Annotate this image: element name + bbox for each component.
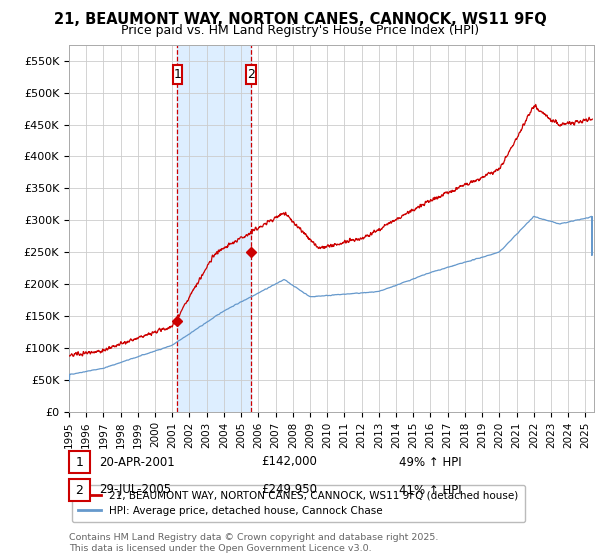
Text: £142,000: £142,000 (261, 455, 317, 469)
Text: Contains HM Land Registry data © Crown copyright and database right 2025.
This d: Contains HM Land Registry data © Crown c… (69, 533, 439, 553)
Text: Price paid vs. HM Land Registry's House Price Index (HPI): Price paid vs. HM Land Registry's House … (121, 24, 479, 36)
Bar (173, 64, 182, 83)
Bar (246, 64, 256, 83)
Text: 29-JUL-2005: 29-JUL-2005 (99, 483, 171, 497)
Bar (178, 45, 251, 412)
Text: 21, BEAUMONT WAY, NORTON CANES, CANNOCK, WS11 9FQ: 21, BEAUMONT WAY, NORTON CANES, CANNOCK,… (53, 12, 547, 27)
Text: 41% ↑ HPI: 41% ↑ HPI (399, 483, 461, 497)
Text: 20-APR-2001: 20-APR-2001 (99, 455, 175, 469)
Text: £249,950: £249,950 (261, 483, 317, 497)
Text: 1: 1 (76, 455, 83, 469)
Text: 49% ↑ HPI: 49% ↑ HPI (399, 455, 461, 469)
Legend: 21, BEAUMONT WAY, NORTON CANES, CANNOCK, WS11 9FQ (detached house), HPI: Average: 21, BEAUMONT WAY, NORTON CANES, CANNOCK,… (71, 484, 524, 522)
Text: 1: 1 (173, 68, 181, 81)
Text: 2: 2 (76, 483, 83, 497)
Text: 2: 2 (247, 68, 255, 81)
